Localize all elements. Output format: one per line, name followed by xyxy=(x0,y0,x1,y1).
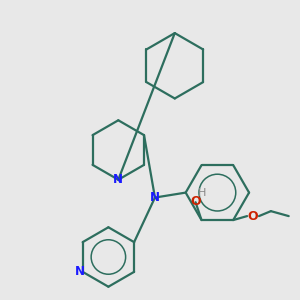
Text: O: O xyxy=(248,210,258,223)
Text: O: O xyxy=(190,195,201,208)
Text: N: N xyxy=(150,191,160,204)
Text: H: H xyxy=(198,188,207,198)
Text: N: N xyxy=(75,266,85,278)
Text: N: N xyxy=(113,173,123,186)
